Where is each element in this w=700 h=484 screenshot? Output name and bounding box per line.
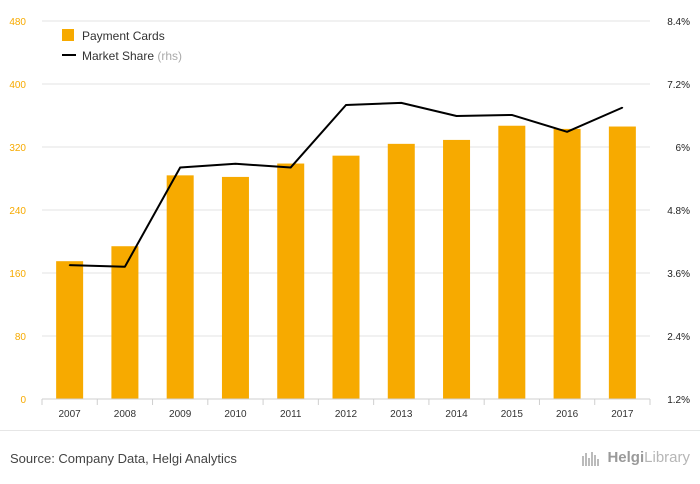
bar-payment-cards bbox=[387, 143, 415, 399]
line-series-market-share bbox=[68, 101, 624, 268]
bar-payment-cards bbox=[608, 126, 636, 400]
y-left-tick-label: 480 bbox=[9, 17, 26, 28]
brand-icon bbox=[582, 451, 600, 466]
legend-label-market-share: Market Share (rhs) bbox=[82, 49, 182, 63]
bar-payment-cards bbox=[111, 246, 139, 399]
y-left-tick-label: 160 bbox=[9, 269, 26, 280]
x-tick-label: 2017 bbox=[611, 409, 634, 420]
market-share-point bbox=[234, 163, 237, 165]
x-tick-label: 2015 bbox=[501, 409, 524, 420]
source-note: Source: Company Data, Helgi Analytics bbox=[10, 451, 237, 466]
x-tick-label: 2008 bbox=[114, 409, 137, 420]
bar-payment-cards bbox=[166, 175, 194, 399]
market-share-point bbox=[566, 130, 568, 133]
y-right-tick-label: 2.4% bbox=[667, 332, 690, 343]
y-right-tick-label: 6% bbox=[676, 143, 691, 154]
bar-payment-cards bbox=[498, 125, 526, 400]
chart: 0 80 160 240 320 400 480 1.2% 2.4% 3.6% 4.8% 6% 7.2%… bbox=[9, 17, 690, 420]
market-share-point bbox=[289, 166, 292, 169]
y-left-tick-label: 240 bbox=[9, 206, 26, 217]
x-tick-label: 2013 bbox=[390, 409, 413, 420]
market-share-point bbox=[511, 114, 513, 116]
x-tick-label: 2011 bbox=[280, 409, 302, 420]
y-right-tick-label: 7.2% bbox=[667, 80, 690, 91]
bar-payment-cards bbox=[443, 139, 471, 399]
x-tick-label: 2007 bbox=[59, 409, 82, 420]
x-tick-label: 2016 bbox=[556, 409, 579, 420]
market-share-point bbox=[124, 265, 126, 268]
y-left-tick-label: 0 bbox=[20, 395, 26, 406]
y-left-tick-label: 80 bbox=[15, 332, 27, 343]
legend-swatch-payment-cards bbox=[62, 29, 74, 41]
x-tick-label: 2012 bbox=[335, 409, 358, 420]
footer: Source: Company Data, Helgi Analytics He… bbox=[0, 430, 700, 484]
y-left-tick-label: 320 bbox=[9, 143, 26, 154]
market-share-point bbox=[400, 102, 403, 104]
bar-payment-cards bbox=[332, 155, 360, 399]
x-tick-label: 2009 bbox=[169, 409, 192, 420]
y-right-tick-label: 8.4% bbox=[667, 17, 690, 28]
legend-label-market-share-suffix: (rhs) bbox=[157, 49, 182, 63]
y-right-tick-label: 3.6% bbox=[667, 269, 690, 280]
bar-payment-cards bbox=[56, 261, 84, 399]
legend: Payment Cards Market Share (rhs) bbox=[62, 29, 182, 63]
axes: 0 80 160 240 320 400 480 1.2% 2.4% 3.6% 4.8% 6% 7.2%… bbox=[9, 17, 690, 420]
y-right-tick-label: 4.8% bbox=[667, 206, 690, 217]
market-share-point bbox=[179, 166, 181, 169]
brand-name-light: Library bbox=[644, 449, 690, 466]
y-right-tick-label: 1.2% bbox=[667, 395, 690, 406]
legend-label-payment-cards: Payment Cards bbox=[82, 29, 165, 43]
market-share-point bbox=[345, 104, 347, 106]
bar-payment-cards bbox=[277, 163, 305, 399]
x-tick-label: 2014 bbox=[445, 409, 468, 420]
y-left-tick-label: 400 bbox=[9, 80, 26, 91]
bar-payment-cards bbox=[553, 128, 581, 399]
legend-label-market-share-text: Market Share bbox=[82, 49, 154, 63]
market-share-point bbox=[68, 264, 71, 266]
brand-name-bold: Helgi bbox=[607, 449, 645, 466]
bar-payment-cards bbox=[221, 176, 249, 399]
brand-logo: HelgiLibrary bbox=[581, 449, 690, 466]
bar-series-payment-cards bbox=[56, 125, 636, 400]
x-tick-label: 2010 bbox=[224, 409, 247, 420]
market-share-point bbox=[621, 106, 624, 109]
market-share-point bbox=[455, 115, 458, 117]
